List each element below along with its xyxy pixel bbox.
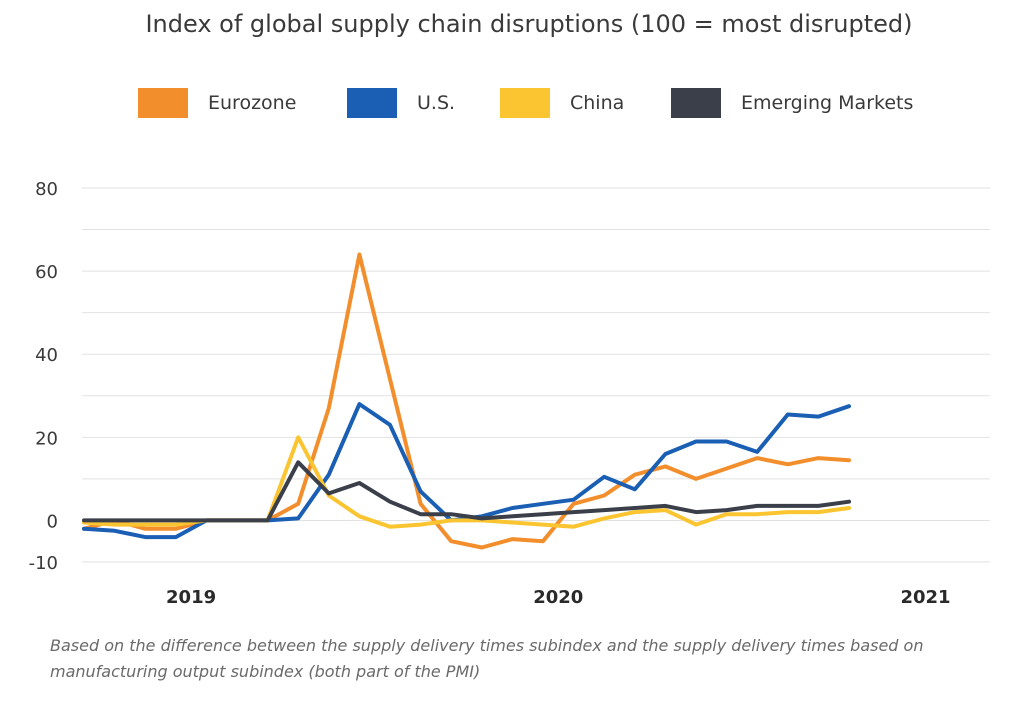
- x-year-label: 2019: [166, 587, 216, 608]
- x-year-label: 2021: [900, 587, 950, 608]
- legend-swatch-emerging-markets: [671, 88, 721, 118]
- chart-title: Index of global supply chain disruptions…: [145, 10, 913, 38]
- series-line-china: [82, 435, 851, 529]
- x-year-label: 2020: [533, 587, 583, 608]
- legend-item-china: China: [500, 88, 624, 118]
- chart-footnote: Based on the difference between the supp…: [50, 636, 924, 681]
- legend-swatch-eurozone: [138, 88, 188, 118]
- y-tick-label: 0: [47, 511, 58, 532]
- legend-label-emerging-markets: Emerging Markets: [741, 92, 914, 114]
- legend-swatch-china: [500, 88, 550, 118]
- series-line-emerging-markets: [82, 460, 851, 523]
- legend-swatch-us: [347, 88, 397, 118]
- legend-label-eurozone: Eurozone: [208, 92, 297, 114]
- series-line-eurozone: [82, 252, 851, 550]
- y-tick-label: 20: [35, 428, 58, 449]
- legend-label-us: U.S.: [417, 92, 456, 114]
- legend-item-eurozone: Eurozone: [138, 88, 296, 118]
- legend-label-china: China: [570, 92, 625, 114]
- legend-item-emerging-markets: Emerging Markets: [671, 88, 913, 118]
- line-chart: 80 60 40 20 0 -10 2019 2020 2021: [29, 179, 990, 608]
- chart-legend: Eurozone U.S. China Emerging Markets: [0, 88, 1024, 124]
- y-tick-label: 80: [35, 179, 58, 200]
- legend-item-us: U.S.: [347, 88, 455, 118]
- y-tick-label: 40: [35, 345, 58, 366]
- y-tick-label: -10: [29, 553, 58, 574]
- y-tick-label: 60: [35, 262, 58, 283]
